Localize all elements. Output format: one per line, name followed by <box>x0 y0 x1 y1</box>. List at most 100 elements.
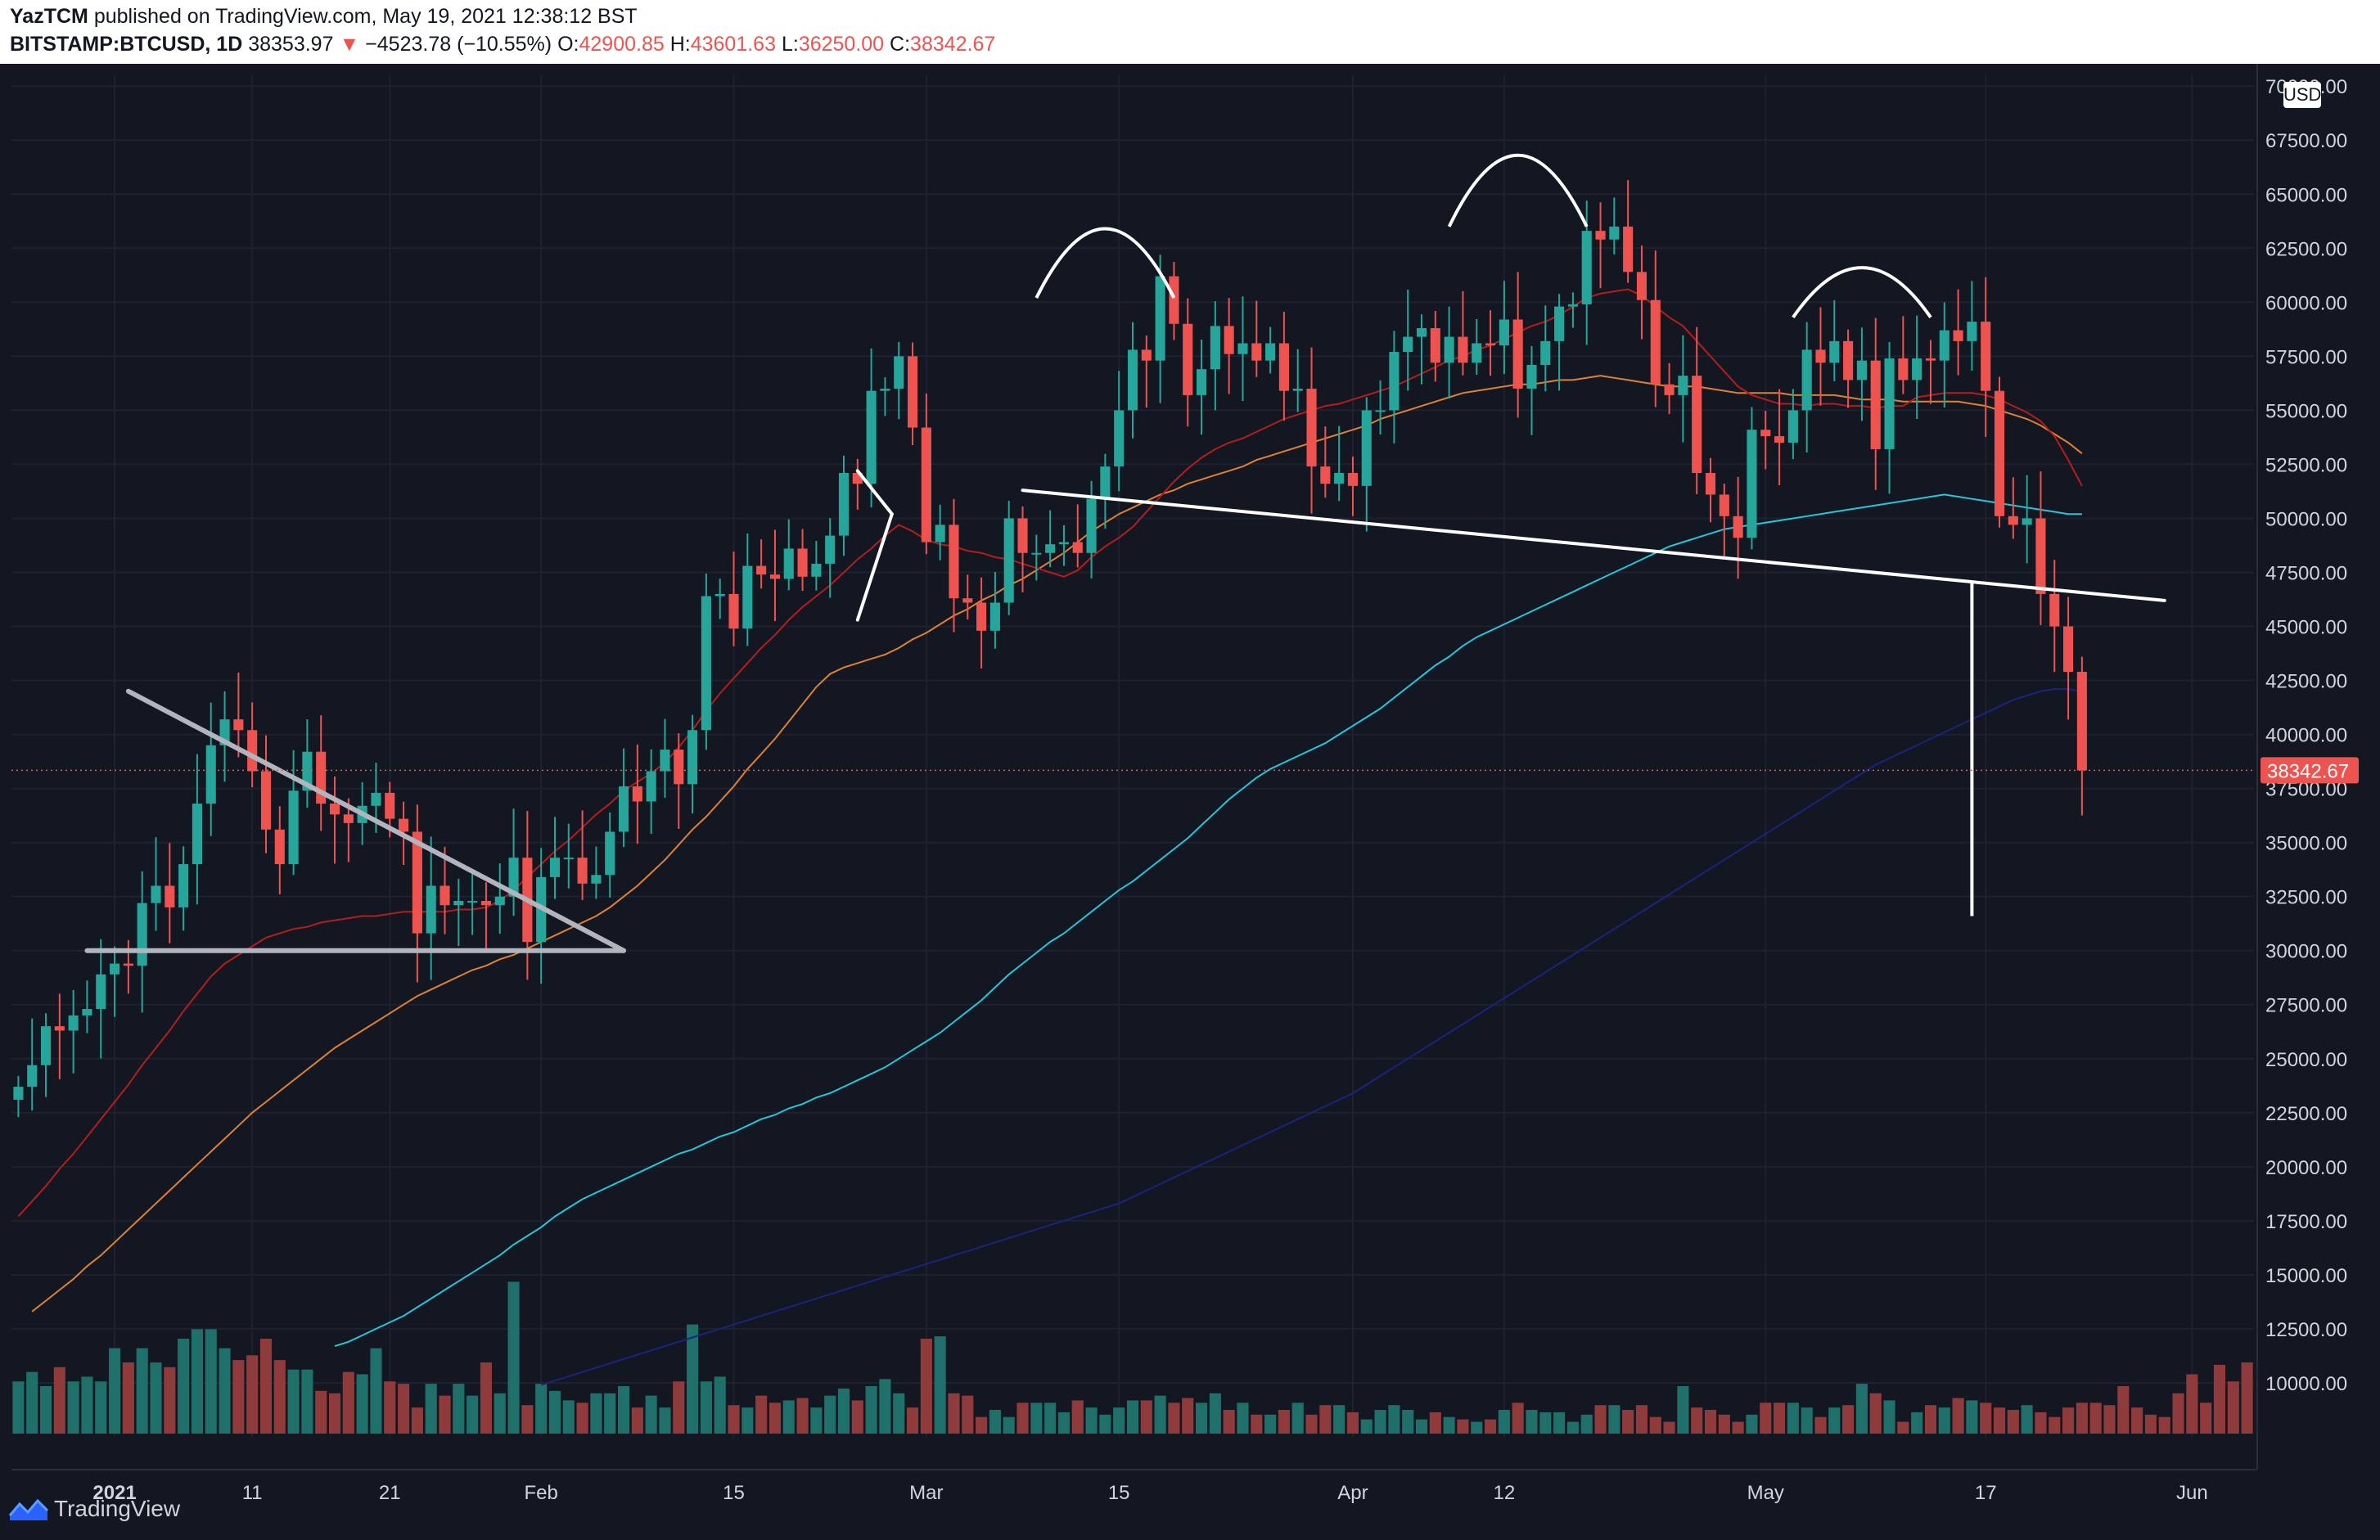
candle <box>1953 330 1963 341</box>
volume-bar <box>2117 1386 2130 1434</box>
candle <box>260 771 272 830</box>
candle <box>618 786 629 832</box>
volume-bar <box>865 1386 877 1434</box>
volume-bar <box>1801 1407 1813 1434</box>
candle <box>1031 552 1042 555</box>
chart-header: YazTCM published on TradingView.com, May… <box>0 0 2380 64</box>
time-tick-label: 21 <box>379 1482 401 1504</box>
author-name[interactable]: YazTCM <box>10 5 88 28</box>
candle <box>1678 376 1688 395</box>
volume-bar <box>232 1360 245 1434</box>
candle <box>1595 231 1606 240</box>
volume-bar <box>81 1376 93 1434</box>
candle <box>192 804 202 865</box>
candle <box>1939 330 1950 361</box>
candle <box>1361 410 1372 486</box>
triangle-upper-line <box>125 688 627 953</box>
volume-bar <box>95 1381 107 1434</box>
time-tick-label: May <box>1747 1482 1784 1504</box>
volume-bar <box>122 1362 134 1434</box>
candle <box>577 858 588 884</box>
volume-bar <box>548 1390 561 1434</box>
volume-bar <box>1251 1414 1263 1434</box>
volume-bar <box>851 1400 863 1434</box>
volume-bar <box>673 1381 685 1434</box>
currency-badge[interactable]: USD <box>2283 82 2321 108</box>
candle <box>2008 516 2018 525</box>
head-shoulder-arc <box>1792 266 1932 318</box>
volume-bar <box>2049 1416 2061 1434</box>
candle <box>1320 466 1331 484</box>
flag-line <box>855 469 894 516</box>
close-value: 38342.67 <box>910 33 996 56</box>
candle <box>1512 319 1523 389</box>
candle <box>1636 272 1648 300</box>
volume-bar <box>2035 1412 2047 1434</box>
volume-bar <box>1346 1412 1359 1434</box>
volume-bar <box>2200 1403 2212 1434</box>
drawing-annotations <box>11 153 2254 953</box>
candle <box>907 356 918 428</box>
volume-bar <box>2172 1393 2184 1434</box>
candle <box>1472 343 1482 363</box>
time-tick-label: Feb <box>524 1482 557 1504</box>
low-value: 36250.00 <box>798 33 885 56</box>
volume-bar <box>1471 1421 1483 1434</box>
candle <box>1692 376 1702 473</box>
candle <box>247 730 258 772</box>
volume-bar <box>1732 1421 1744 1434</box>
head-shoulder-arc <box>1447 153 1589 227</box>
candle <box>1278 343 1289 391</box>
head-shoulder-arc <box>1034 227 1176 299</box>
last-price-label: 38342.67 <box>2267 760 2349 782</box>
candle <box>205 745 216 804</box>
price-chart[interactable]: 10000.00 12500.00 15000.00 17500.00 20000.00… <box>0 64 2380 1540</box>
volume-bar <box>2144 1414 2157 1434</box>
volume-bar <box>755 1395 768 1434</box>
candle <box>563 858 574 860</box>
volume-bar <box>425 1384 437 1434</box>
volume-bar <box>2131 1407 2143 1434</box>
price-change: −4523.78 (−10.55%) <box>365 33 552 56</box>
volume-bar <box>1057 1412 1071 1434</box>
last-price: 38353.97 <box>248 33 334 56</box>
volume-bar <box>1278 1410 1290 1434</box>
candlesticks <box>13 180 2087 1118</box>
volume-bar <box>1760 1403 1772 1434</box>
volume-bar <box>1140 1400 1152 1434</box>
volume-bar <box>1195 1403 1208 1434</box>
volume-bar <box>1333 1405 1346 1434</box>
volume-bar <box>1649 1416 1661 1434</box>
volume-bar <box>480 1362 492 1434</box>
volume-bar <box>1580 1414 1593 1434</box>
candle <box>1127 349 1138 411</box>
candle <box>1389 352 1400 411</box>
volume-bar <box>164 1367 176 1434</box>
candle <box>1760 430 1771 437</box>
price-tick-label: 50000.00 <box>2265 508 2347 530</box>
time-tick-label: 12 <box>1494 1482 1516 1504</box>
volume-bar <box>535 1384 548 1434</box>
volume-bar <box>1305 1414 1318 1434</box>
candle <box>40 1026 52 1065</box>
candle <box>591 875 602 884</box>
tradingview-logo-icon <box>8 1498 49 1520</box>
volume-bar <box>989 1410 1001 1434</box>
volume-bar <box>810 1407 823 1434</box>
candle <box>2035 518 2046 594</box>
candle <box>165 885 175 907</box>
candle <box>27 1065 38 1087</box>
time-tick-label: 15 <box>723 1482 745 1504</box>
price-tick-label: 40000.00 <box>2265 725 2347 747</box>
volume-bar <box>1126 1400 1139 1434</box>
candle <box>1347 472 1359 486</box>
candle <box>1072 542 1083 553</box>
price-tick-label: 52500.00 <box>2265 454 2347 476</box>
volume-bar <box>219 1348 231 1434</box>
tradingview-brand[interactable]: TradingView <box>54 1496 181 1521</box>
volume-bar <box>1099 1414 1111 1434</box>
candle <box>2063 626 2074 672</box>
candle <box>467 900 478 903</box>
price-tick-label: 62500.00 <box>2265 238 2347 260</box>
publish-info: YazTCM published on TradingView.com, May… <box>10 5 638 29</box>
